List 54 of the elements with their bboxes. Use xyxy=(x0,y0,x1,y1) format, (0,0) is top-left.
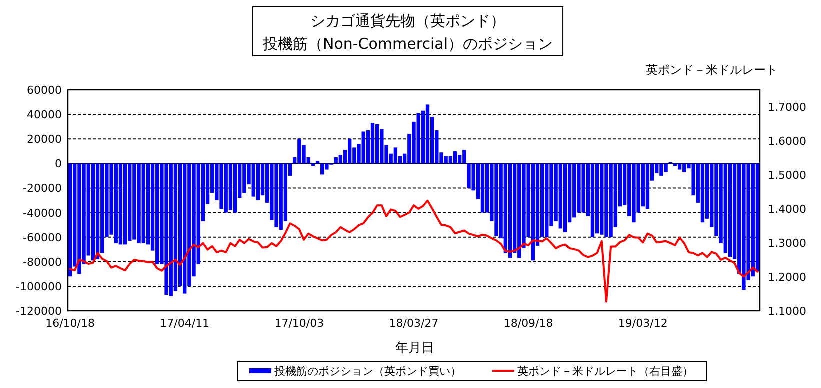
bar xyxy=(370,123,375,164)
x-tick-label: 18/03/27 xyxy=(389,317,439,330)
bar xyxy=(563,164,568,232)
bar xyxy=(233,164,238,213)
y2-tick-label: 1.1000 xyxy=(768,305,806,318)
y-tick-label: 60000 xyxy=(27,84,62,97)
y-tick-label: -120000 xyxy=(16,305,62,318)
bar xyxy=(590,164,595,238)
x-tick-label: 17/04/11 xyxy=(160,317,210,330)
bar xyxy=(480,164,485,213)
bar xyxy=(123,164,128,245)
y-tick-label: -80000 xyxy=(23,256,62,269)
x-tick-label: 18/09/18 xyxy=(504,317,554,330)
chart-title: シカゴ通貨先物（英ポンド） xyxy=(310,12,506,30)
bar xyxy=(728,164,732,257)
title: シカゴ通貨先物（英ポンド） 投機筋（Non-Commercial）のポジション xyxy=(252,6,564,56)
y-tick-label: -100000 xyxy=(16,280,62,294)
bar xyxy=(646,164,650,210)
y-tick-label: -20000 xyxy=(23,182,62,196)
y-tick-label: 0 xyxy=(55,158,62,171)
y2-tick-label: 1.2000 xyxy=(768,271,806,284)
bar xyxy=(311,164,316,166)
bar xyxy=(453,151,458,164)
x-tick-label: 19/03/12 xyxy=(618,317,668,330)
bar xyxy=(700,164,705,223)
bar xyxy=(96,164,100,260)
bar xyxy=(595,164,600,234)
y2-tick-label: 1.6000 xyxy=(768,135,806,148)
x-tick-label: 16/10/18 xyxy=(46,317,95,330)
x-axis-title: 年月日 xyxy=(396,341,434,356)
y-tick-label: 40000 xyxy=(27,108,62,122)
y2-tick-label: 1.3000 xyxy=(768,237,806,250)
y2-tick-label: 1.7000 xyxy=(768,101,806,114)
x-tick-label: 17/10/03 xyxy=(274,317,324,330)
legend-label: 英ポンド－米ドルレート（右目盛） xyxy=(518,365,694,378)
legend-label: 投機筋のポジション（英ポンド買い） xyxy=(274,365,462,378)
bar xyxy=(316,161,320,164)
y2-tick-label: 1.5000 xyxy=(768,169,806,182)
y-tick-label: -60000 xyxy=(23,231,62,244)
bar xyxy=(91,164,96,261)
y2-tick-label: 1.4000 xyxy=(768,203,806,216)
y-tick-label: 20000 xyxy=(27,133,62,146)
bar xyxy=(68,164,72,277)
bar xyxy=(678,164,682,170)
y-tick-label: -40000 xyxy=(23,206,62,220)
y2-axis-title: 英ポンド－米ドルレート xyxy=(646,63,778,77)
bar xyxy=(256,164,260,200)
bar xyxy=(426,104,430,164)
line-series xyxy=(69,200,759,303)
bar xyxy=(508,164,512,258)
bar xyxy=(673,164,678,166)
bar xyxy=(228,164,233,210)
bar xyxy=(118,164,123,245)
chart-subtitle: 投機筋（Non-Commercial）のポジション xyxy=(262,35,554,53)
